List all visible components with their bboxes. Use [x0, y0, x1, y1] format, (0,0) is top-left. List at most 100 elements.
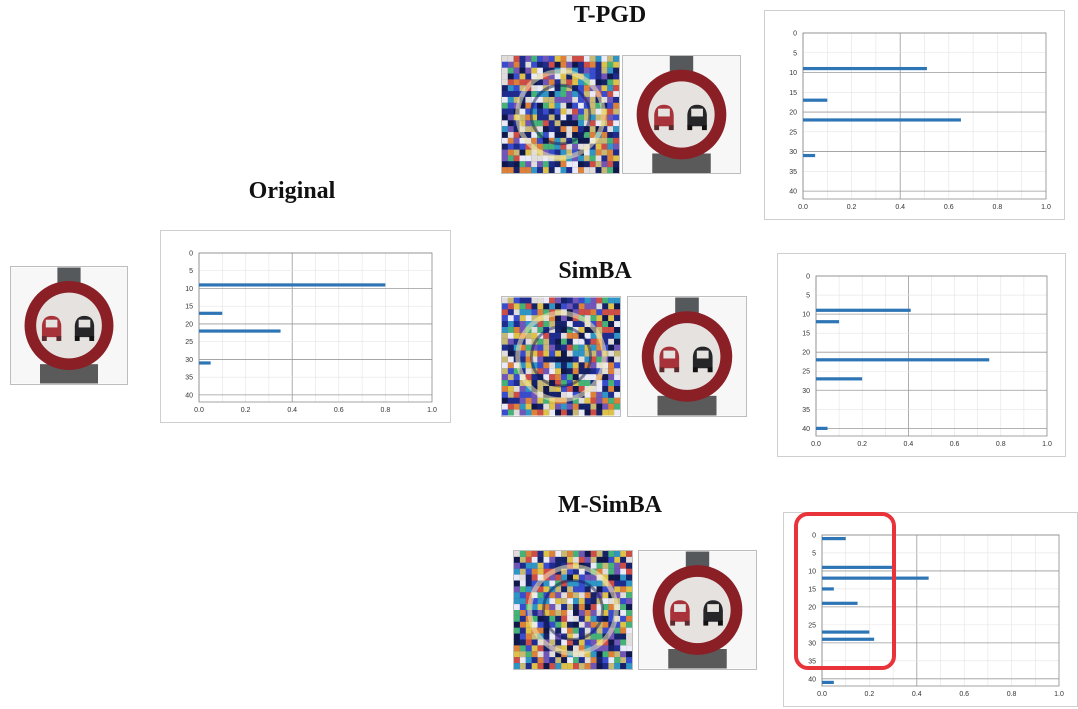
noise-cell [572, 350, 579, 357]
noise-cell [549, 380, 556, 386]
noise-cell [555, 368, 561, 375]
noise-cell [513, 137, 520, 144]
noise-cell [566, 386, 573, 392]
chart-panel-simba: 0 5 10 15 20 25 30 35 40 0.0 0.2 0.4 0.6 0.8 1.0 [777, 253, 1066, 457]
noise-cell [596, 556, 603, 563]
noise-cell [507, 61, 514, 68]
noise-cell [583, 61, 590, 68]
noise-cell [614, 562, 621, 569]
noise-cell [590, 303, 597, 310]
noise-cell [525, 332, 532, 339]
noise-cell [502, 368, 508, 375]
noise-cell [549, 651, 556, 658]
noise-cell [543, 397, 550, 404]
noise-cell [537, 143, 543, 150]
noise-cell [590, 386, 597, 392]
noise-cell [589, 149, 596, 156]
noise-cell [519, 574, 526, 581]
noise-cell [549, 321, 556, 327]
noise-cell [560, 137, 567, 144]
noise-cell [590, 397, 597, 404]
noise-cell [572, 297, 579, 304]
noise-cell [543, 586, 550, 593]
noise-cell [531, 409, 538, 416]
noise-cell [561, 580, 568, 587]
noise-cell [502, 114, 508, 121]
noise-cell [514, 562, 520, 569]
noise-cell [548, 96, 555, 103]
noise-cell [608, 356, 615, 363]
noise-cell [537, 627, 544, 634]
noise-cell [602, 556, 609, 563]
noise-cell [507, 397, 514, 404]
noise-cell [548, 61, 555, 68]
y-tick-label: 0 [806, 274, 810, 281]
noise-cell [566, 391, 573, 398]
noise-cell [531, 391, 538, 398]
noise-cell [566, 327, 573, 333]
y-tick-label: 25 [808, 622, 816, 629]
noise-cell [590, 651, 597, 658]
x-tick-label: 0.4 [904, 441, 914, 448]
noise-cell [566, 297, 573, 304]
noise-cell [583, 132, 590, 138]
noise-cell [519, 397, 526, 404]
noise-cell [507, 56, 514, 62]
noise-cell [542, 155, 549, 162]
noise-cell [502, 344, 508, 351]
noise-cell [537, 568, 544, 575]
noise-cell [602, 657, 609, 664]
noise-cell [578, 114, 584, 121]
noise-cell [543, 627, 550, 634]
noise-cell [601, 79, 608, 86]
x-tick-label: 0.0 [194, 407, 204, 414]
noise-cell [590, 350, 597, 357]
noise-cell [596, 645, 603, 652]
noise-cell [554, 137, 561, 144]
noise-cell [549, 327, 556, 333]
noise-cell [561, 663, 568, 669]
noise-cell [555, 315, 561, 322]
bar [803, 98, 828, 102]
noise-cell [572, 120, 579, 127]
noise-cell [525, 403, 532, 410]
noise-cell [513, 79, 520, 86]
noise-cell [502, 297, 508, 304]
noise-cell [507, 391, 514, 398]
noise-cell [601, 143, 608, 150]
noise-cell [537, 96, 543, 103]
noise-cell [542, 79, 549, 86]
noise-cell [601, 96, 608, 103]
chart-tpgd: 0 5 10 15 20 25 30 35 40 0.0 0.2 0.4 0.6 0.8 1.0 [789, 31, 1051, 212]
noise-cell [537, 386, 544, 392]
noise-cell [566, 374, 573, 381]
noise-cell [566, 102, 573, 109]
noise-cell [554, 79, 561, 86]
noise-cell [573, 556, 579, 563]
noise-cell [601, 161, 608, 168]
y-tick-label: 10 [789, 70, 797, 77]
noise-cell [584, 403, 591, 410]
noise-cell [578, 645, 585, 652]
noise-cell [572, 143, 579, 150]
noise-cell [572, 91, 579, 97]
noise-cell [608, 397, 615, 404]
noise-cell [519, 67, 526, 74]
noise-cell [561, 604, 568, 610]
noise-cell [572, 132, 579, 138]
noise-cell [549, 604, 556, 610]
noise-cell [519, 297, 526, 304]
noise-cell [602, 368, 609, 375]
noise-cell [543, 551, 550, 557]
noise-cell [537, 303, 544, 310]
noise-cell [548, 161, 555, 168]
y-tick-label: 40 [185, 392, 193, 399]
noise-cell [513, 338, 520, 345]
noise-cell [525, 592, 532, 599]
noise-cell [507, 137, 514, 144]
noise-cell [525, 338, 532, 345]
noise-cell [583, 102, 590, 109]
noise-cell [548, 126, 555, 133]
noise-cell [626, 651, 632, 658]
noise-cell [589, 96, 596, 103]
